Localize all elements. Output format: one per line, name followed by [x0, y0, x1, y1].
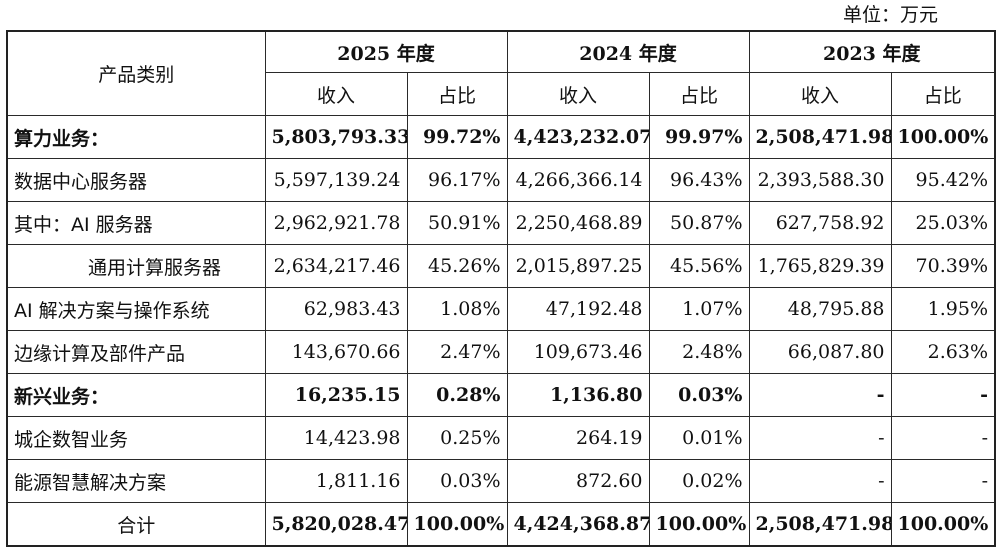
product-revenue-table: 产品类别 2025 年度 2024 年度 2023 年度 收入 占比 收入 占比…: [6, 30, 996, 547]
cell-revenue-2023: -: [748, 459, 892, 503]
cell-share-2025: 0.25%: [406, 416, 508, 460]
cell-share-2024: 2.48%: [648, 330, 750, 374]
cell-revenue-2024: 2,250,468.89: [506, 201, 650, 245]
cell-share-2023: 25.03%: [890, 201, 996, 245]
cell-revenue-2025: 2,634,217.46: [264, 244, 408, 288]
cell-share-2024: 0.02%: [648, 459, 750, 503]
total-row: 合计 5,820,028.47 100.00% 4,424,368.87 100.00%…: [6, 502, 996, 547]
header-share: 占比: [648, 72, 750, 116]
header-row-years: 产品类别 2025 年度 2024 年度 2023 年度: [6, 30, 996, 116]
row-label: 能源智慧解决方案: [6, 459, 266, 503]
row-label: 边缘计算及部件产品: [6, 330, 266, 374]
cell-revenue-2024: 4,266,366.14: [506, 158, 650, 202]
cell-share-2024: 0.01%: [648, 416, 750, 460]
cell-share-2024: 0.03%: [648, 373, 750, 417]
table-row: 能源智慧解决方案 1,811.16 0.03% 872.60 0.02% - -: [6, 459, 996, 503]
cell-share-2023: 70.39%: [890, 244, 996, 288]
table-row: 边缘计算及部件产品 143,670.66 2.47% 109,673.46 2.48% 6…: [6, 330, 996, 374]
cell-share-2024: 1.07%: [648, 287, 750, 331]
cell-share-2023: 95.42%: [890, 158, 996, 202]
table-row: 数据中心服务器 5,597,139.24 96.17% 4,266,366.14 96.…: [6, 158, 996, 202]
cell-revenue-2023: -: [748, 373, 892, 417]
table-row: 新兴业务： 16,235.15 0.28% 1,136.80 0.03% - -: [6, 373, 996, 417]
cell-share-2023: -: [890, 459, 996, 503]
cell-share-2025: 45.26%: [406, 244, 508, 288]
total-label: 合计: [6, 502, 266, 547]
header-revenue: 收入: [506, 72, 650, 116]
header-share: 占比: [890, 72, 996, 116]
cell-share-2025: 0.03%: [406, 459, 508, 503]
cell-share-2025: 50.91%: [406, 201, 508, 245]
cell-revenue-2025: 2,962,921.78: [264, 201, 408, 245]
row-label: 数据中心服务器: [6, 158, 266, 202]
row-label: AI 解决方案与操作系统: [6, 287, 266, 331]
cell-share-2023: -: [890, 416, 996, 460]
total-cell-revenue-2025: 5,820,028.47: [264, 502, 408, 547]
table-row: AI 解决方案与操作系统 62,983.43 1.08% 47,192.48 1.07%…: [6, 287, 996, 331]
table-row: 其中：AI 服务器 2,962,921.78 50.91% 2,250,468.89 5…: [6, 201, 996, 245]
header-category: 产品类别: [6, 30, 266, 116]
cell-revenue-2023: 627,758.92: [748, 201, 892, 245]
row-label: 新兴业务：: [6, 373, 266, 417]
cell-revenue-2025: 14,423.98: [264, 416, 408, 460]
total-cell-share-2024: 100.00%: [648, 502, 750, 547]
cell-revenue-2023: -: [748, 416, 892, 460]
cell-revenue-2025: 5,803,793.33: [264, 115, 408, 159]
row-label: 通用计算服务器: [6, 244, 266, 288]
cell-revenue-2024: 47,192.48: [506, 287, 650, 331]
cell-share-2025: 2.47%: [406, 330, 508, 374]
cell-share-2025: 0.28%: [406, 373, 508, 417]
cell-revenue-2024: 1,136.80: [506, 373, 650, 417]
total-cell-share-2025: 100.00%: [406, 502, 508, 547]
cell-revenue-2024: 2,015,897.25: [506, 244, 650, 288]
cell-share-2025: 1.08%: [406, 287, 508, 331]
cell-share-2024: 45.56%: [648, 244, 750, 288]
row-label: 算力业务：: [6, 115, 266, 159]
table-row: 算力业务： 5,803,793.33 99.72% 4,423,232.07 99.97…: [6, 115, 996, 159]
cell-revenue-2024: 264.19: [506, 416, 650, 460]
cell-share-2023: 100.00%: [890, 115, 996, 159]
cell-revenue-2023: 2,393,588.30: [748, 158, 892, 202]
cell-revenue-2025: 1,811.16: [264, 459, 408, 503]
cell-share-2023: 2.63%: [890, 330, 996, 374]
total-cell-revenue-2023: 2,508,471.98: [748, 502, 892, 547]
table-row: 通用计算服务器 2,634,217.46 45.26% 2,015,897.25 45.…: [6, 244, 996, 288]
cell-share-2023: 1.95%: [890, 287, 996, 331]
cell-share-2024: 99.97%: [648, 115, 750, 159]
cell-revenue-2023: 2,508,471.98: [748, 115, 892, 159]
header-row-metrics: 收入 占比 收入 占比 收入 占比: [7, 72, 996, 116]
cell-revenue-2023: 66,087.80: [748, 330, 892, 374]
cell-revenue-2025: 16,235.15: [264, 373, 408, 417]
unit-label: 单位：万元: [842, 4, 938, 26]
total-cell-revenue-2024: 4,424,368.87: [506, 502, 650, 547]
cell-share-2024: 96.43%: [648, 158, 750, 202]
header-share: 占比: [406, 72, 508, 116]
cell-share-2025: 96.17%: [406, 158, 508, 202]
cell-revenue-2025: 5,597,139.24: [264, 158, 408, 202]
table-row: 城企数智业务 14,423.98 0.25% 264.19 0.01% - -: [6, 416, 996, 460]
header-revenue: 收入: [264, 72, 408, 116]
cell-revenue-2023: 48,795.88: [748, 287, 892, 331]
header-revenue: 收入: [748, 72, 892, 116]
cell-share-2023: -: [890, 373, 996, 417]
cell-revenue-2024: 4,423,232.07: [506, 115, 650, 159]
row-label: 其中：AI 服务器: [6, 201, 266, 245]
cell-revenue-2024: 109,673.46: [506, 330, 650, 374]
cell-revenue-2023: 1,765,829.39: [748, 244, 892, 288]
cell-share-2024: 50.87%: [648, 201, 750, 245]
cell-revenue-2025: 62,983.43: [264, 287, 408, 331]
header-year-2023: 2023 年度: [748, 30, 996, 73]
header-year-2025: 2025 年度: [264, 30, 508, 73]
row-label: 城企数智业务: [6, 416, 266, 460]
cell-revenue-2024: 872.60: [506, 459, 650, 503]
header-year-2024: 2024 年度: [506, 30, 750, 73]
cell-share-2025: 99.72%: [406, 115, 508, 159]
cell-revenue-2025: 143,670.66: [264, 330, 408, 374]
total-cell-share-2023: 100.00%: [890, 502, 996, 547]
